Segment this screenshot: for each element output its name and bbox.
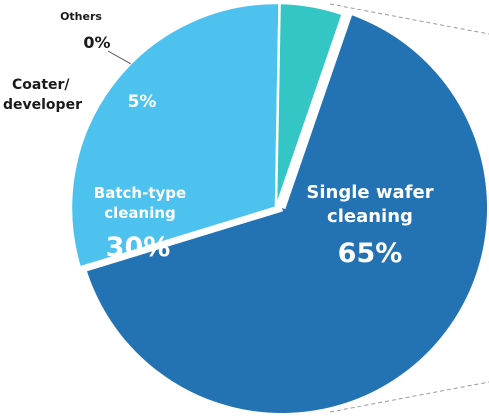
upper-connector-line <box>329 3 489 35</box>
pie-slices <box>69 1 488 414</box>
batch-type-label-line1: Batch-type <box>94 184 186 202</box>
slice-gap-1 <box>278 8 354 210</box>
batch-type-label-line2: cleaning <box>104 204 176 222</box>
coater-developer-percent: 5% <box>128 92 157 112</box>
slice-batch-type-cleaning <box>69 1 281 270</box>
zoom-connector-lines <box>329 3 489 413</box>
coater-developer-label-line2: developer <box>3 97 82 113</box>
single-wafer-label-line2: cleaning <box>327 206 413 227</box>
lower-connector-line <box>329 381 489 413</box>
others-label: Others <box>60 10 102 23</box>
slice-single-wafer-cleaning <box>85 14 488 414</box>
slice-coater-developer <box>274 1 345 209</box>
coater-developer-label-line1: Coater/ <box>12 77 70 93</box>
single-wafer-label-line1: Single wafer <box>306 182 433 203</box>
others-leader-line <box>107 50 132 65</box>
slice-gap-2 <box>80 204 284 273</box>
single-wafer-percent: 65% <box>338 238 403 269</box>
others-percent: 0% <box>83 33 110 52</box>
batch-type-percent: 30% <box>106 232 171 263</box>
